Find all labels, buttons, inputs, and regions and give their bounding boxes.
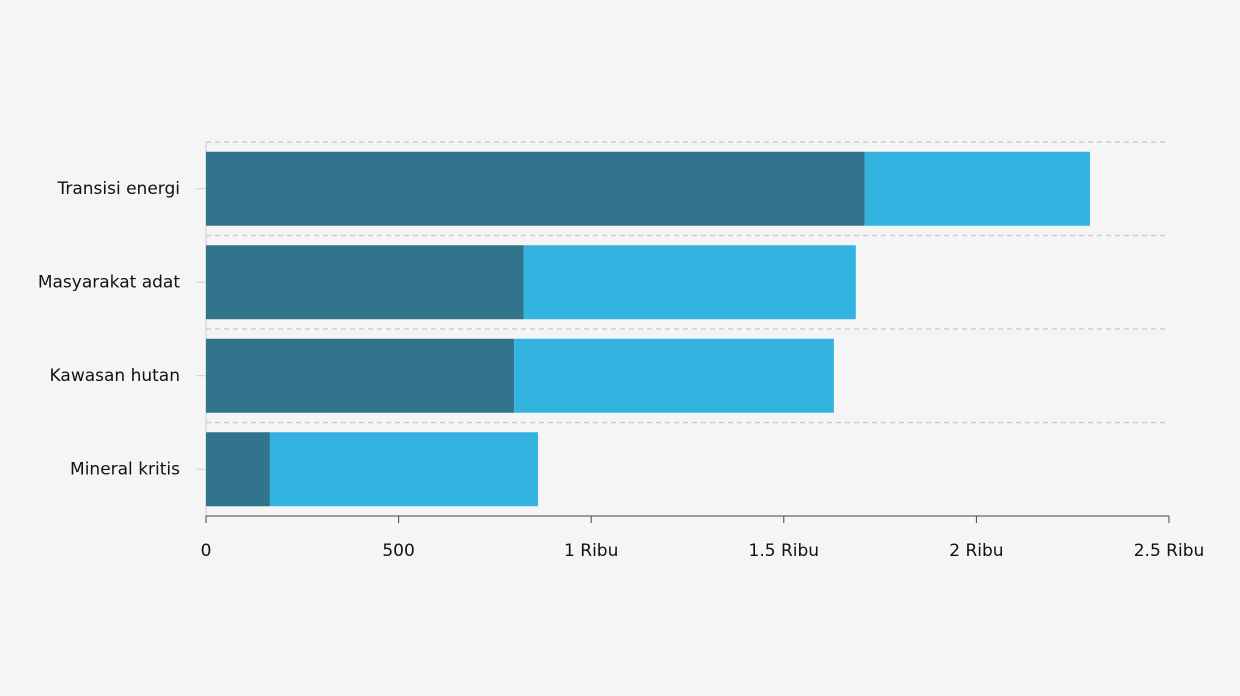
- x-tick-label: 1.5 Ribu: [749, 541, 820, 561]
- y-tick-label: Mineral kritis: [70, 459, 180, 479]
- x-tick-label: 2.5 Ribu: [1134, 541, 1205, 561]
- y-tick-label: Transisi energi: [56, 179, 180, 199]
- bar-segment: [269, 432, 539, 507]
- bar-segment: [514, 338, 834, 413]
- y-tick-label: Kawasan hutan: [50, 366, 180, 386]
- x-tick-label: 0: [201, 541, 212, 561]
- x-tick-label: 500: [382, 541, 414, 561]
- y-tick-label: Masyarakat adat: [38, 272, 180, 292]
- bar-segment: [864, 151, 1091, 226]
- bar-segment: [206, 338, 515, 413]
- bar-segment: [206, 245, 524, 320]
- bar-segment: [206, 151, 865, 226]
- bar-segment: [206, 432, 270, 507]
- x-tick-label: 2 Ribu: [949, 541, 1003, 561]
- bar-segment: [523, 245, 856, 320]
- x-tick-label: 1 Ribu: [564, 541, 618, 561]
